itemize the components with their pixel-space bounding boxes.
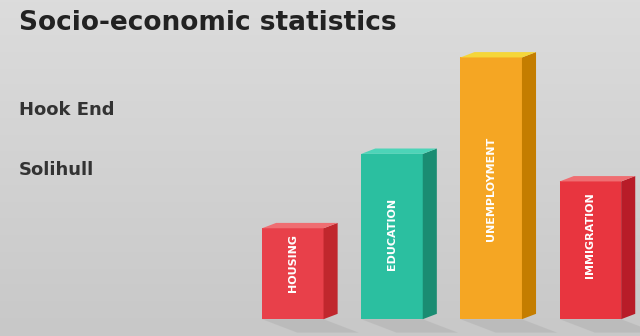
Polygon shape bbox=[361, 149, 437, 154]
Polygon shape bbox=[262, 223, 338, 228]
Text: Socio-economic statistics: Socio-economic statistics bbox=[19, 10, 397, 36]
Polygon shape bbox=[460, 52, 536, 57]
Text: EDUCATION: EDUCATION bbox=[387, 198, 397, 269]
Text: Solihull: Solihull bbox=[19, 161, 95, 179]
Text: IMMIGRATION: IMMIGRATION bbox=[586, 192, 595, 278]
Polygon shape bbox=[559, 176, 636, 181]
Polygon shape bbox=[460, 319, 557, 333]
Polygon shape bbox=[460, 57, 522, 319]
Polygon shape bbox=[621, 176, 636, 319]
Polygon shape bbox=[423, 149, 437, 319]
Text: Hook End: Hook End bbox=[19, 101, 115, 119]
Polygon shape bbox=[361, 154, 423, 319]
Polygon shape bbox=[559, 319, 640, 333]
Text: UNEMPLOYMENT: UNEMPLOYMENT bbox=[486, 136, 496, 241]
Polygon shape bbox=[324, 223, 338, 319]
Polygon shape bbox=[522, 52, 536, 319]
Polygon shape bbox=[262, 319, 359, 333]
Polygon shape bbox=[559, 181, 621, 319]
Polygon shape bbox=[262, 228, 324, 319]
Polygon shape bbox=[361, 319, 458, 333]
Text: HOUSING: HOUSING bbox=[288, 234, 298, 292]
